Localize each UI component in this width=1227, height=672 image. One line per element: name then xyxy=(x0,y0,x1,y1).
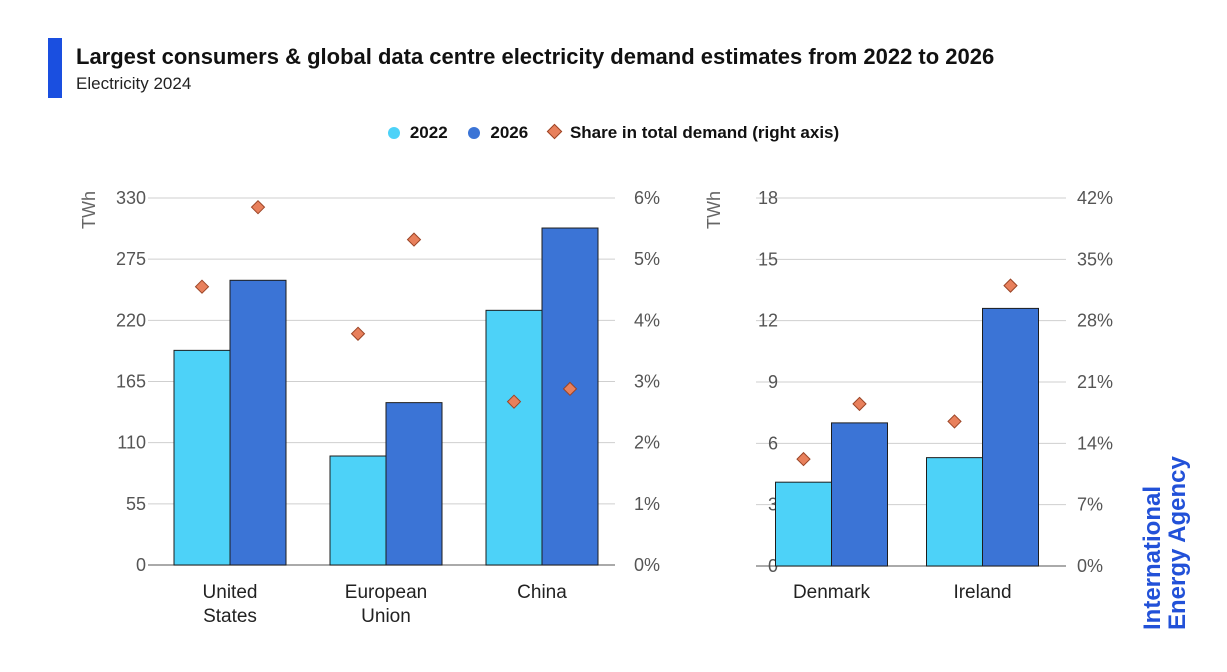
panel1-y2-tick-label: 4% xyxy=(634,310,660,330)
panel1-category-label: United xyxy=(203,582,258,603)
panel1-y-tick-label: 330 xyxy=(116,188,146,208)
panel2-y2-tick-label: 14% xyxy=(1077,433,1113,453)
share-diamond-marker xyxy=(250,199,266,215)
panel2-y-tick-label: 9 xyxy=(768,372,778,392)
panel2-y-tick-label: 6 xyxy=(768,433,778,453)
panel1-y2-tick-label: 2% xyxy=(634,433,660,453)
legend: 2022 2026 Share in total demand (right a… xyxy=(0,122,1227,143)
iea-logo: International Energy Agency xyxy=(1139,456,1191,630)
panel1-y2-tick-label: 3% xyxy=(634,372,660,392)
share-diamond-marker xyxy=(1003,278,1018,293)
panel2-y-tick-label: 18 xyxy=(758,188,778,208)
panel2-y2-tick-label: 0% xyxy=(1077,556,1103,576)
legend-marker-2022 xyxy=(387,126,400,139)
panel2-y2-tick-label: 28% xyxy=(1077,311,1113,331)
panel1-category-label: China xyxy=(517,582,567,603)
panel1-y-axis-title: TWh xyxy=(79,191,99,229)
share-diamond-marker xyxy=(406,232,422,247)
panel1-category-label: States xyxy=(203,606,257,627)
panel1-category-label: European xyxy=(345,582,427,603)
panel1-y2-tick-label: 1% xyxy=(634,494,660,514)
panel2-y-tick-label: 0 xyxy=(768,556,778,576)
panel2-y2-tick-label: 35% xyxy=(1077,249,1113,269)
share-diamond-marker xyxy=(350,326,366,341)
panel1-y-tick-label: 55 xyxy=(126,494,146,514)
share-diamond-marker xyxy=(562,381,578,397)
bar-2022 xyxy=(329,455,387,566)
legend-item-share: Share in total demand (right axis) xyxy=(546,122,840,143)
bar-2022 xyxy=(926,457,983,567)
chart-title: Largest consumers & global data centre e… xyxy=(76,44,995,69)
panel2-y-tick-label: 15 xyxy=(758,249,778,269)
legend-item-2022: 2022 xyxy=(387,122,448,143)
panel1-y-tick-label: 165 xyxy=(116,372,146,392)
logo-line-2: Energy Agency xyxy=(1164,456,1191,630)
panel2-y2-tick-label: 42% xyxy=(1077,188,1113,208)
bar-2026 xyxy=(541,227,599,566)
panel1-y2-tick-label: 0% xyxy=(634,555,660,575)
share-diamond-marker xyxy=(506,394,522,409)
share-diamond-marker xyxy=(947,414,962,429)
bar-2026 xyxy=(385,402,443,566)
panel1-y2-tick-label: 5% xyxy=(634,249,660,269)
bar-2026 xyxy=(982,307,1039,567)
panel2-y-tick-label: 3 xyxy=(768,495,778,515)
panel2-category-label: Denmark xyxy=(793,582,871,603)
bar-2022 xyxy=(775,481,832,567)
bar-2022 xyxy=(173,349,231,566)
legend-item-2026: 2026 xyxy=(468,123,528,143)
panel1-y-tick-label: 275 xyxy=(116,249,146,269)
legend-marker-2026 xyxy=(468,126,481,139)
legend-label-share: Share in total demand (right axis) xyxy=(569,122,840,142)
chart-subtitle: Electricity 2024 xyxy=(76,74,192,93)
bar-2026 xyxy=(831,422,888,567)
bar-2022 xyxy=(485,309,543,566)
panel1-y-tick-label: 110 xyxy=(117,433,146,453)
legend-label-2022: 2022 xyxy=(409,122,448,142)
logo-line-1: International xyxy=(1139,485,1166,630)
title-accent-bar xyxy=(48,38,62,98)
panel2-category-label: Ireland xyxy=(953,582,1011,603)
bar-2026 xyxy=(229,279,287,566)
panel2-y-axis-title: TWh xyxy=(704,191,724,229)
panel2-y2-tick-label: 21% xyxy=(1077,372,1113,392)
panel1-y2-tick-label: 6% xyxy=(634,188,660,208)
panel1-y-tick-label: 220 xyxy=(116,310,146,330)
panel1-category-label: Union xyxy=(361,606,411,627)
panel1-y-tick-label: 0 xyxy=(136,555,146,575)
legend-label-2026: 2026 xyxy=(490,122,529,142)
share-diamond-marker xyxy=(796,451,811,467)
share-diamond-marker xyxy=(194,279,210,294)
panel2-y2-tick-label: 7% xyxy=(1077,495,1103,515)
share-diamond-marker xyxy=(852,396,867,412)
panel2-y-tick-label: 12 xyxy=(758,311,778,331)
